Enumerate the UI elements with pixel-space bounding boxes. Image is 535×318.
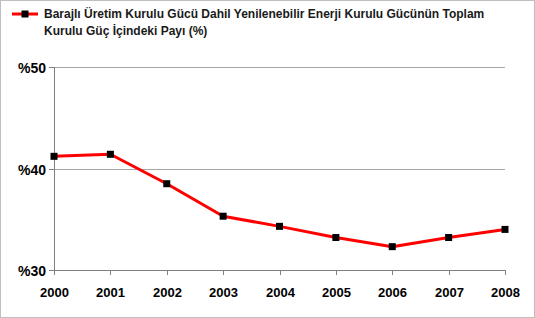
x-tick-label: 2003 bbox=[209, 285, 238, 300]
x-tick-label: 2004 bbox=[266, 285, 296, 300]
y-tick-label: %40 bbox=[18, 162, 46, 178]
chart-root: %30 %40 %50 2000 2001 2002 2003 2004 2005 2006 200… bbox=[0, 0, 535, 318]
x-tick bbox=[280, 270, 281, 275]
x-tick-label: 2002 bbox=[153, 285, 182, 300]
point-marker bbox=[220, 213, 227, 220]
legend-line-text: Barajlı Üretim Kurulu Gücü Dahil Yenilen… bbox=[44, 6, 484, 21]
x-tick bbox=[223, 270, 224, 275]
y-tick bbox=[49, 67, 54, 68]
x-tick-label: 2006 bbox=[378, 285, 407, 300]
x-tick bbox=[392, 270, 393, 275]
y-axis bbox=[54, 67, 55, 270]
point-marker bbox=[445, 234, 452, 241]
point-marker bbox=[163, 180, 170, 187]
point-marker bbox=[332, 234, 339, 241]
x-tick-label: 2005 bbox=[322, 285, 351, 300]
y-tick bbox=[49, 169, 54, 170]
legend-label: Barajlı Üretim Kurulu Gücü Dahil Yenilen… bbox=[44, 6, 484, 38]
legend-marker bbox=[22, 11, 29, 18]
x-tick bbox=[110, 270, 111, 275]
grid-line bbox=[54, 169, 505, 170]
x-tick-label: 2008 bbox=[491, 285, 520, 300]
y-tick-label: %50 bbox=[18, 60, 46, 76]
x-tick bbox=[505, 270, 506, 275]
x-tick bbox=[54, 270, 55, 275]
point-marker bbox=[502, 226, 509, 233]
series-line bbox=[54, 154, 505, 246]
x-tick bbox=[336, 270, 337, 275]
x-tick bbox=[449, 270, 450, 275]
x-tick-label: 2000 bbox=[40, 285, 69, 300]
outer-frame bbox=[1, 1, 535, 318]
plot-marks bbox=[51, 151, 509, 250]
y-tick bbox=[49, 270, 54, 271]
point-marker bbox=[389, 243, 396, 250]
y-tick-label: %30 bbox=[18, 263, 46, 279]
point-marker bbox=[276, 223, 283, 230]
point-marker bbox=[107, 151, 114, 158]
x-tick bbox=[167, 270, 168, 275]
x-tick-label: 2001 bbox=[96, 285, 125, 300]
grid-line bbox=[54, 270, 505, 271]
x-axis bbox=[54, 270, 505, 271]
legend-entry: Barajlı Üretim Kurulu Gücü Dahil Yenilen… bbox=[12, 6, 484, 38]
x-tick-label: 2007 bbox=[435, 285, 464, 300]
point-marker bbox=[51, 153, 58, 160]
grid-line bbox=[54, 67, 505, 68]
legend-line-text: Kurulu Güç İçindeki Payı (%) bbox=[44, 23, 207, 38]
